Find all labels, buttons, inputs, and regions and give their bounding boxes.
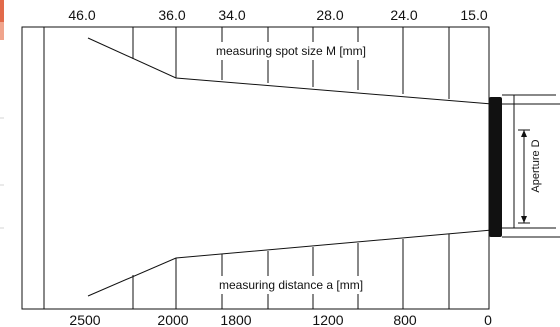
bottom-tick-label: 1800: [220, 312, 251, 327]
aperture-arrow-top: [521, 130, 527, 137]
distance-caption: measuring distance a [mm]: [219, 278, 363, 292]
bottom-tick-label: 0: [484, 312, 492, 327]
bottom-scale-gridlines: [133, 234, 449, 309]
sidebar-dividers: [0, 118, 4, 228]
aperture-dimension: [518, 130, 530, 223]
bottom-tick-label: 1200: [312, 312, 343, 327]
bottom-tick-labels: 2500 2000 1800 1200 800 0: [69, 312, 492, 327]
accent-strip-secondary: [0, 22, 4, 40]
spot-size-caption: measuring spot size M [mm]: [216, 44, 366, 58]
top-tick-label: 28.0: [316, 7, 343, 23]
top-tick-labels: 46.0 36.0 34.0 28.0 24.0 15.0: [68, 7, 487, 23]
diagram-frame: [22, 27, 489, 309]
top-tick-label: 34.0: [218, 7, 245, 23]
top-tick-label: 24.0: [390, 7, 417, 23]
bottom-tick-label: 2500: [69, 312, 100, 327]
aperture-arrow-bottom: [521, 216, 527, 223]
top-tick-label: 36.0: [158, 7, 185, 23]
top-scale-gridlines: [133, 27, 449, 99]
accent-strip-top: [0, 0, 4, 22]
top-tick-label: 15.0: [460, 7, 487, 23]
top-tick-label: 46.0: [68, 7, 95, 23]
sensor-lens: [489, 97, 502, 237]
bottom-tick-label: 800: [393, 312, 417, 327]
bottom-tick-label: 2000: [157, 312, 188, 327]
aperture-label: Aperture D: [530, 139, 542, 192]
